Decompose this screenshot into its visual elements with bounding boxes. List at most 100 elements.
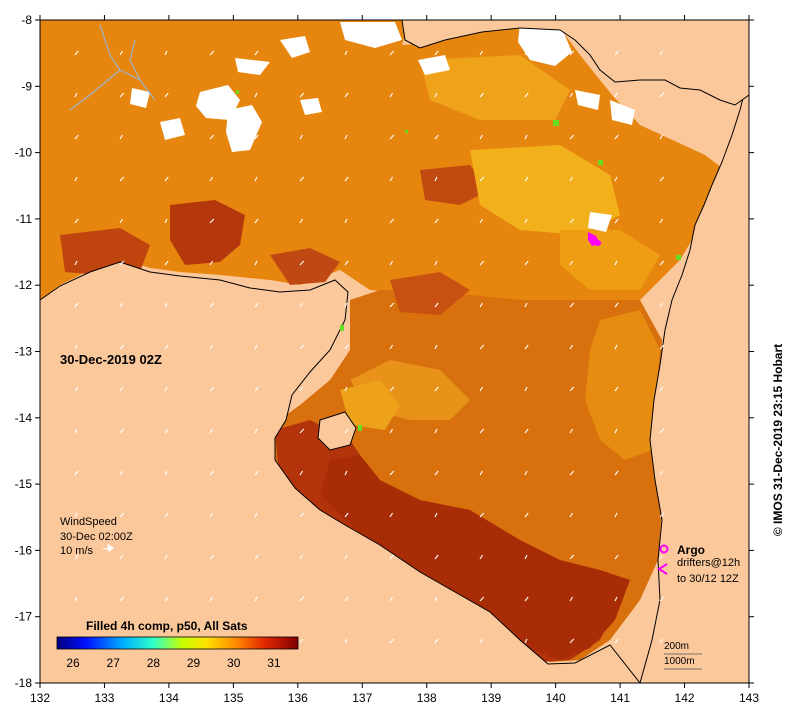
wind-arrow bbox=[209, 512, 214, 518]
wind-arrow bbox=[74, 50, 79, 56]
wind-arrow bbox=[254, 428, 258, 434]
wind-arrow bbox=[434, 134, 439, 140]
wind-arrow bbox=[344, 554, 348, 560]
drifter-legend-range: to 30/12 12Z bbox=[677, 573, 739, 585]
wind-arrow bbox=[659, 428, 665, 434]
wind-arrow bbox=[569, 50, 575, 56]
wind-arrow bbox=[659, 218, 664, 224]
wind-arrow bbox=[299, 260, 305, 266]
wind-arrow bbox=[569, 638, 575, 644]
drifter-legend-label: drifters@12h bbox=[677, 557, 741, 569]
wind-arrow bbox=[119, 218, 124, 224]
wind-arrow bbox=[254, 92, 258, 98]
wind-arrow bbox=[659, 470, 664, 476]
wind-arrow bbox=[434, 302, 439, 308]
wind-arrow bbox=[344, 596, 349, 602]
wind-arrow bbox=[569, 470, 575, 476]
wind-arrow bbox=[524, 554, 528, 560]
wind-arrow bbox=[524, 50, 528, 56]
wind-arrow bbox=[299, 638, 304, 644]
wind-arrow bbox=[569, 386, 575, 392]
latitude-tick-label: -10 bbox=[15, 146, 33, 160]
wind-arrow bbox=[209, 218, 215, 224]
wind-arrow bbox=[299, 344, 305, 350]
wind-arrow bbox=[389, 386, 395, 392]
wind-arrow bbox=[254, 386, 259, 392]
wind-arrow bbox=[614, 386, 619, 392]
wind-arrow bbox=[524, 470, 528, 476]
colorbar-tick-labels: 26 27 28 29 30 31 bbox=[66, 656, 281, 670]
wind-arrow bbox=[434, 218, 439, 224]
wind-arrow bbox=[74, 512, 78, 518]
colorbar-tick-label: 28 bbox=[147, 656, 161, 670]
wind-arrow bbox=[74, 386, 79, 392]
wind-arrow bbox=[659, 176, 665, 182]
colorbar-title: Filled 4h comp, p50, All Sats bbox=[86, 619, 248, 633]
land-new-guinea bbox=[401, 20, 749, 106]
wind-arrow bbox=[389, 428, 394, 434]
wind-arrow bbox=[119, 176, 125, 182]
longitude-tick-label: 133 bbox=[94, 691, 114, 705]
wind-arrow bbox=[434, 344, 438, 350]
wind-arrow bbox=[434, 176, 438, 182]
wind-arrow bbox=[344, 386, 348, 392]
depth-legend-lines bbox=[664, 653, 702, 670]
wind-arrow bbox=[254, 218, 259, 224]
colorbar-tick-label: 26 bbox=[66, 656, 80, 670]
wind-arrow bbox=[569, 218, 575, 224]
wind-arrow bbox=[524, 218, 528, 224]
wind-arrow bbox=[119, 302, 124, 308]
wind-arrow bbox=[164, 512, 169, 518]
wind-arrow bbox=[614, 92, 618, 98]
wind-arrow bbox=[569, 134, 575, 140]
sst-cool-zone-2 bbox=[420, 55, 570, 120]
argo-legend-symbol bbox=[659, 544, 669, 554]
wind-arrow bbox=[659, 638, 664, 644]
colorbar-gradient bbox=[56, 636, 299, 650]
wind-arrow bbox=[74, 344, 78, 350]
wind-arrow bbox=[164, 176, 169, 182]
latitude-tick-label: -17 bbox=[15, 610, 33, 624]
wind-arrow bbox=[254, 302, 259, 308]
wind-arrow bbox=[569, 302, 575, 308]
wind-arrow bbox=[74, 554, 79, 560]
wind-arrow bbox=[164, 596, 169, 602]
wind-arrow bbox=[299, 470, 304, 476]
wind-arrow bbox=[74, 134, 79, 140]
wind-arrow bbox=[389, 92, 394, 98]
wind-arrow bbox=[119, 596, 125, 602]
wind-arrow bbox=[434, 386, 439, 392]
wind-arrow bbox=[389, 134, 395, 140]
wind-arrow bbox=[119, 470, 124, 476]
longitude-tick-label: 141 bbox=[610, 691, 630, 705]
wind-arrow bbox=[344, 134, 348, 140]
map-date-label: 30-Dec-2019 02Z bbox=[60, 352, 162, 367]
sst-warm-patch-1 bbox=[170, 200, 245, 265]
cloud-mask bbox=[130, 22, 635, 232]
wind-arrow bbox=[164, 302, 168, 308]
wind-arrow bbox=[299, 176, 305, 182]
wind-arrow bbox=[614, 512, 618, 518]
land-island-groote bbox=[317, 411, 357, 451]
longitude-tick-label: 132 bbox=[30, 691, 50, 705]
wind-arrow bbox=[119, 512, 125, 518]
wind-arrow bbox=[164, 134, 168, 140]
wind-arrow bbox=[344, 638, 348, 644]
longitude-tick-label: 136 bbox=[288, 691, 308, 705]
land-cape-york bbox=[639, 20, 749, 683]
wind-arrow bbox=[659, 344, 665, 350]
sst-warm-patch-3 bbox=[270, 248, 340, 285]
sst-warm-patch-4 bbox=[390, 272, 470, 315]
wind-arrow bbox=[344, 260, 349, 266]
wind-arrow bbox=[209, 344, 214, 350]
wind-arrow bbox=[74, 470, 79, 476]
wind-arrow bbox=[389, 554, 395, 560]
wind-arrow bbox=[254, 50, 259, 56]
wind-arrow bbox=[659, 50, 664, 56]
wind-arrow bbox=[569, 554, 575, 560]
imos-credit: © IMOS 31-Dec-2019 23:15 Hobart bbox=[771, 343, 785, 537]
wind-arrow bbox=[119, 344, 125, 350]
longitude-tick-label: 140 bbox=[546, 691, 566, 705]
wind-arrow bbox=[74, 218, 79, 224]
colorbar-tick-label: 31 bbox=[267, 656, 281, 670]
